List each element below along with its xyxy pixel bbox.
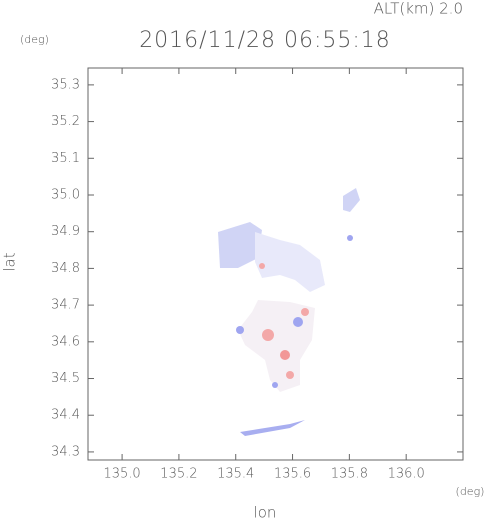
x-tick-label: 135.8 [331, 467, 368, 482]
y-tick-label: 34.6 [51, 334, 80, 349]
x-unit: (deg) [456, 485, 485, 498]
x-tick-label: 135.4 [217, 467, 254, 482]
y-axis-label: lat [1, 252, 19, 271]
y-tick-label: 34.8 [51, 261, 80, 276]
echo [240, 420, 305, 436]
echo [286, 371, 294, 379]
y-tick-label: 34.9 [51, 224, 80, 239]
x-tick-label: 135.0 [103, 467, 140, 482]
y-unit: (deg) [20, 33, 49, 46]
echo [236, 326, 244, 334]
y-tick-label: 35.3 [51, 77, 80, 92]
echo [347, 235, 353, 241]
echo [343, 188, 360, 212]
altitude-label: ALT(km) 2.0 [374, 0, 463, 18]
echo [272, 382, 278, 388]
echo [293, 317, 303, 327]
echo-regions [218, 188, 360, 436]
plot-frame [87, 67, 464, 461]
echo [255, 232, 325, 292]
y-tick-label: 34.4 [51, 408, 80, 423]
echo [259, 263, 265, 269]
x-tick-label: 135.2 [160, 467, 197, 482]
x-tick-label: 135.6 [274, 467, 311, 482]
echo [280, 350, 290, 360]
x-axis-label: lon [254, 504, 277, 521]
y-tick-label: 34.7 [51, 298, 80, 313]
y-tick-label: 35.2 [51, 114, 80, 129]
chart-title: 2016/11/28 06:55:18 [139, 28, 391, 53]
echo [301, 308, 309, 316]
x-tick-label: 136.0 [388, 467, 425, 482]
y-tick-label: 34.5 [51, 371, 80, 386]
y-tick-label: 35.0 [51, 187, 80, 202]
y-tick-label: 34.3 [51, 444, 80, 459]
y-tick-label: 35.1 [51, 151, 80, 166]
echo [262, 329, 274, 341]
echo [218, 222, 262, 268]
